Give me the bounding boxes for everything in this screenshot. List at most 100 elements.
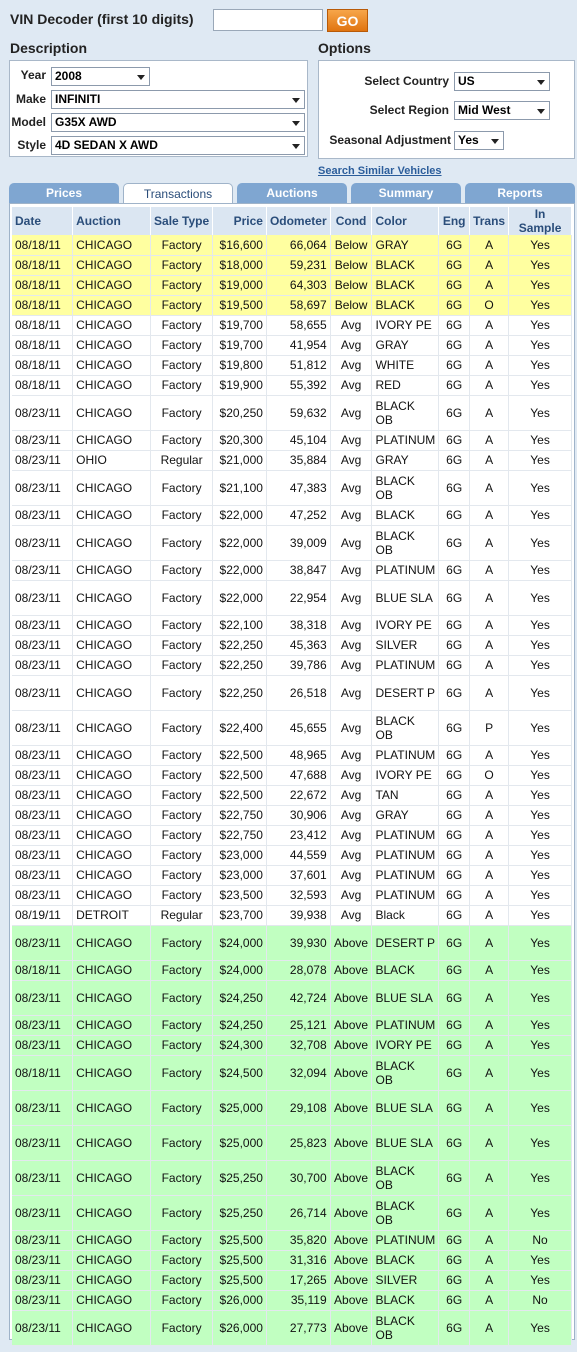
cell-sale-type: Factory (150, 580, 214, 616)
cell-trans: A (469, 1290, 510, 1311)
cell-date: 08/18/11 (12, 375, 74, 396)
cell-odometer: 39,930 (266, 925, 331, 961)
cell-date: 08/23/11 (12, 805, 74, 826)
vin-input[interactable] (213, 9, 323, 31)
cell-date: 08/23/11 (12, 675, 74, 711)
cell-eng: 6G (438, 395, 471, 431)
cell-odometer: 32,593 (266, 885, 331, 906)
col-cond[interactable]: Cond (330, 207, 373, 235)
cell-odometer: 44,559 (266, 845, 331, 866)
cell-sale-type: Factory (150, 355, 214, 376)
cell-price: $26,000 (212, 1290, 267, 1311)
cell-price: $23,700 (212, 905, 267, 926)
cell-sale-type: Factory (150, 315, 214, 336)
cell-odometer: 51,812 (266, 355, 331, 376)
col-eng[interactable]: Eng (438, 207, 471, 235)
col-price[interactable]: Price (212, 207, 267, 235)
make-select[interactable]: INFINITI (51, 90, 305, 109)
seasonal-select[interactable]: Yes (454, 131, 504, 150)
col-odometer[interactable]: Odometer (266, 207, 331, 235)
cell-in-sample: Yes (508, 560, 572, 581)
cell-price: $22,500 (212, 765, 267, 786)
col-date[interactable]: Date (12, 207, 74, 235)
tab-reports[interactable]: Reports (465, 183, 575, 203)
cell-date: 08/23/11 (12, 1015, 74, 1036)
cell-color: WHITE (371, 355, 440, 376)
region-select[interactable]: Mid West (454, 101, 550, 120)
cell-date: 08/23/11 (12, 395, 74, 431)
col-color[interactable]: Color (371, 207, 440, 235)
cell-color: DESERT P (371, 675, 440, 711)
cell-color: BLACK OB (371, 525, 440, 561)
cell-odometer: 30,906 (266, 805, 331, 826)
table-row: 08/23/11 CHICAGO Factory $24,000 39,930 Above… (12, 925, 572, 961)
col-in-sample[interactable]: In Sample (508, 207, 572, 235)
table-row: 08/23/11 CHICAGO Factory $22,000 47,252 Avg BL… (12, 505, 572, 526)
cell-trans: A (469, 470, 510, 506)
cell-date: 08/18/11 (12, 275, 74, 296)
table-row: 08/23/11 CHICAGO Factory $26,000 35,119 Above… (12, 1290, 572, 1311)
cell-cond: Avg (330, 580, 373, 616)
cell-trans: A (469, 275, 510, 296)
cell-in-sample: Yes (508, 1015, 572, 1036)
cell-price: $22,000 (212, 525, 267, 561)
cell-eng: 6G (438, 580, 471, 616)
search-similar-vehicles-link[interactable]: Search Similar Vehicles (318, 165, 442, 177)
cell-eng: 6G (438, 560, 471, 581)
table-row: 08/23/11 CHICAGO Factory $20,250 59,632 Avg BL… (12, 395, 572, 431)
year-select[interactable]: 2008 (51, 67, 150, 86)
cell-sale-type: Factory (150, 765, 214, 786)
cell-in-sample: Yes (508, 980, 572, 1016)
table-header-row: Date Auction Sale Type Price Odometer Co… (12, 207, 572, 235)
cell-sale-type: Factory (150, 655, 214, 676)
table-row: 08/23/11 CHICAGO Factory $22,500 22,672 Avg TA… (12, 785, 572, 806)
style-select[interactable]: 4D SEDAN X AWD (51, 136, 305, 155)
cell-in-sample: Yes (508, 295, 572, 316)
cell-date: 08/23/11 (12, 1310, 74, 1346)
cell-cond: Above (330, 1055, 373, 1091)
cell-color: SILVER (371, 635, 440, 656)
cell-price: $22,250 (212, 675, 267, 711)
table-row: 08/23/11 CHICAGO Factory $24,300 32,708 Above… (12, 1035, 572, 1056)
table-row: 08/18/11 CHICAGO Factory $19,700 58,655 Avg IV… (12, 315, 572, 336)
cell-trans: A (469, 1125, 510, 1161)
cell-odometer: 17,265 (266, 1270, 331, 1291)
cell-color: PLATINUM (371, 560, 440, 581)
cell-cond: Above (330, 960, 373, 981)
cell-auction: CHICAGO (72, 865, 151, 886)
cell-auction: CHICAGO (72, 580, 151, 616)
cell-auction: CHICAGO (72, 925, 151, 961)
cell-auction: CHICAGO (72, 1250, 151, 1271)
cell-color: PLATINUM (371, 745, 440, 766)
cell-date: 08/23/11 (12, 450, 74, 471)
cell-in-sample: Yes (508, 845, 572, 866)
tab-auctions[interactable]: Auctions (237, 183, 347, 203)
cell-date: 08/18/11 (12, 315, 74, 336)
col-sale-type[interactable]: Sale Type (150, 207, 214, 235)
cell-trans: A (469, 905, 510, 926)
cell-date: 08/23/11 (12, 470, 74, 506)
model-select[interactable]: G35X AWD (51, 113, 305, 132)
cell-in-sample: Yes (508, 885, 572, 906)
tab-summary[interactable]: Summary (351, 183, 461, 203)
cell-sale-type: Factory (150, 470, 214, 506)
tab-transactions[interactable]: Transactions (123, 183, 233, 203)
country-select[interactable]: US (454, 72, 550, 91)
table-row: 08/23/11 CHICAGO Factory $25,500 31,316 Above… (12, 1250, 572, 1271)
cell-date: 08/23/11 (12, 580, 74, 616)
cell-trans: A (469, 960, 510, 981)
cell-date: 08/23/11 (12, 1270, 74, 1291)
col-trans[interactable]: Trans (469, 207, 510, 235)
cell-odometer: 64,303 (266, 275, 331, 296)
cell-odometer: 35,119 (266, 1290, 331, 1311)
cell-auction: CHICAGO (72, 275, 151, 296)
cell-in-sample: Yes (508, 1035, 572, 1056)
options-title: Options (318, 40, 371, 56)
cell-auction: CHICAGO (72, 1015, 151, 1036)
cell-eng: 6G (438, 1015, 471, 1036)
cell-in-sample: Yes (508, 255, 572, 276)
tab-prices[interactable]: Prices (9, 183, 119, 203)
col-auction[interactable]: Auction (72, 207, 151, 235)
go-button[interactable]: GO (327, 9, 368, 32)
cell-eng: 6G (438, 1310, 471, 1346)
